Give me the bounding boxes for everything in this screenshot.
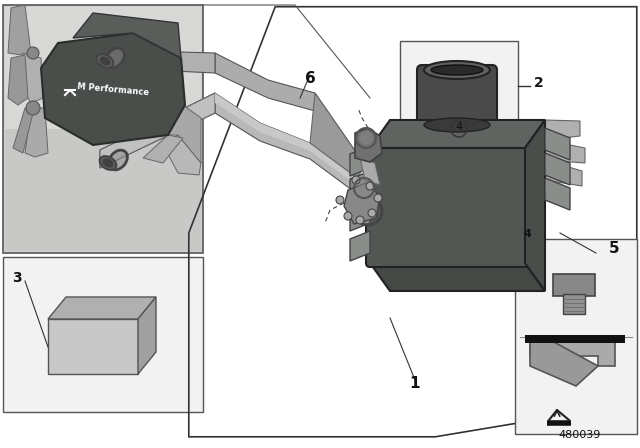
Polygon shape	[355, 128, 382, 162]
Polygon shape	[100, 93, 215, 168]
Polygon shape	[73, 13, 181, 58]
Polygon shape	[545, 120, 580, 140]
Polygon shape	[545, 178, 570, 210]
Polygon shape	[525, 120, 545, 291]
Polygon shape	[310, 93, 360, 180]
Text: 480039: 480039	[559, 430, 601, 440]
Circle shape	[356, 216, 364, 224]
Polygon shape	[350, 171, 370, 201]
Polygon shape	[545, 160, 582, 186]
Ellipse shape	[424, 118, 490, 132]
Ellipse shape	[97, 54, 113, 68]
Circle shape	[27, 47, 39, 59]
Polygon shape	[360, 158, 380, 185]
Polygon shape	[370, 263, 545, 291]
Text: 4: 4	[456, 122, 463, 132]
Ellipse shape	[424, 61, 490, 79]
Polygon shape	[168, 105, 201, 163]
Circle shape	[352, 176, 360, 184]
Bar	[5, 7, 201, 129]
FancyBboxPatch shape	[417, 65, 497, 130]
Bar	[3, 5, 203, 253]
Circle shape	[26, 101, 40, 115]
Text: 4: 4	[523, 229, 531, 239]
Polygon shape	[545, 128, 570, 160]
Polygon shape	[48, 297, 156, 319]
Ellipse shape	[106, 48, 124, 68]
Bar	[3, 257, 203, 412]
Text: 1: 1	[410, 376, 420, 391]
Polygon shape	[215, 93, 360, 196]
Polygon shape	[8, 5, 31, 55]
Polygon shape	[350, 146, 370, 176]
Polygon shape	[370, 120, 545, 148]
Text: 6: 6	[305, 71, 316, 86]
Ellipse shape	[99, 56, 111, 65]
Polygon shape	[350, 231, 370, 261]
Polygon shape	[163, 135, 201, 175]
Ellipse shape	[431, 65, 483, 75]
Polygon shape	[13, 108, 33, 153]
Polygon shape	[530, 341, 598, 386]
Polygon shape	[21, 53, 43, 103]
Polygon shape	[344, 183, 380, 224]
Polygon shape	[110, 50, 215, 73]
Circle shape	[368, 209, 376, 217]
Text: 3: 3	[12, 271, 22, 285]
Text: 5: 5	[609, 241, 620, 256]
Bar	[563, 294, 585, 314]
Polygon shape	[41, 33, 185, 145]
Ellipse shape	[109, 150, 127, 170]
Circle shape	[374, 194, 382, 202]
Circle shape	[359, 131, 373, 145]
Polygon shape	[143, 135, 183, 163]
Ellipse shape	[102, 159, 113, 168]
Text: M Performance: M Performance	[77, 82, 149, 98]
Polygon shape	[138, 297, 156, 374]
Polygon shape	[530, 341, 615, 366]
Bar	[515, 239, 637, 434]
Circle shape	[366, 182, 374, 190]
FancyBboxPatch shape	[553, 274, 595, 296]
Polygon shape	[25, 108, 48, 157]
Circle shape	[336, 196, 344, 204]
Bar	[48, 319, 138, 374]
Bar	[525, 335, 625, 343]
Polygon shape	[8, 55, 28, 105]
Circle shape	[344, 212, 352, 220]
Bar	[400, 41, 518, 143]
Bar	[5, 7, 201, 251]
Polygon shape	[215, 93, 360, 188]
Polygon shape	[350, 201, 370, 231]
Polygon shape	[545, 140, 585, 163]
Polygon shape	[215, 53, 360, 173]
Polygon shape	[545, 153, 570, 185]
FancyBboxPatch shape	[366, 144, 529, 267]
Polygon shape	[100, 93, 215, 168]
Circle shape	[357, 181, 371, 195]
Ellipse shape	[100, 156, 116, 170]
Text: 2: 2	[534, 76, 544, 90]
